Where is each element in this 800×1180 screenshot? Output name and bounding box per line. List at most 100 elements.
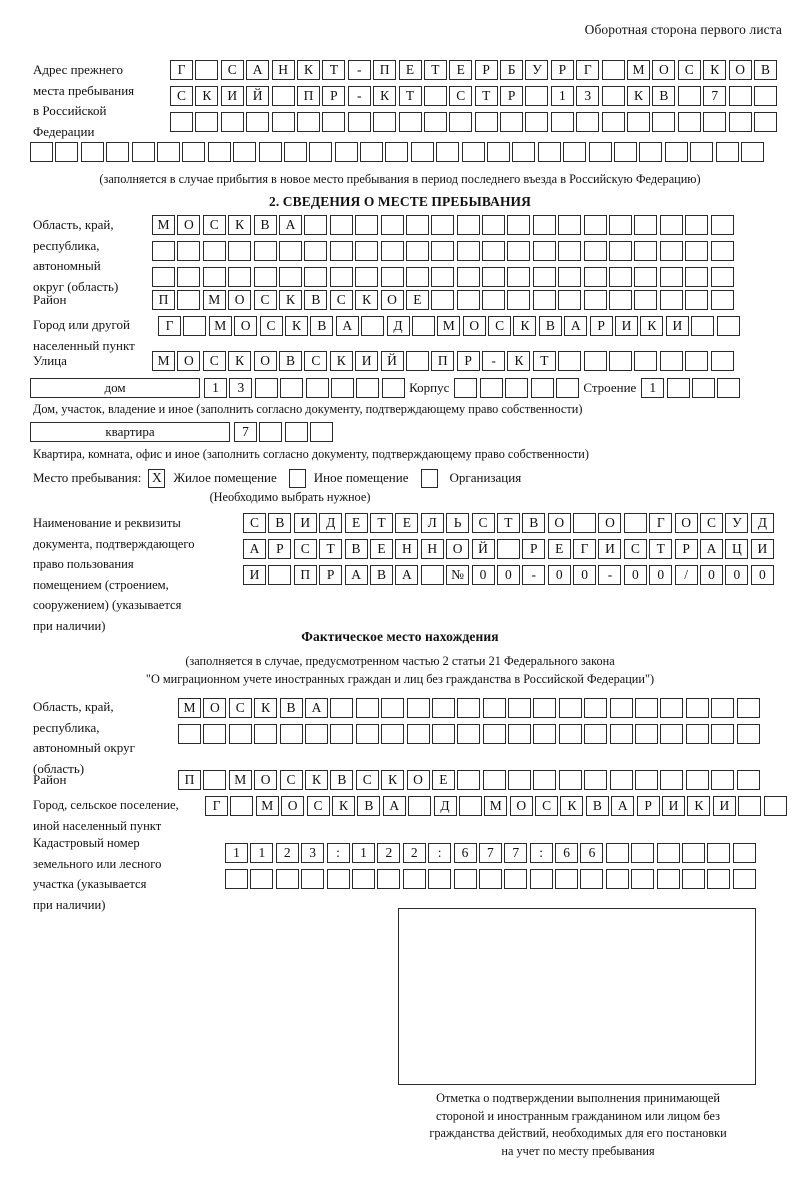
section2-region-r2-cell-11[interactable] [405,241,429,261]
section2-city-cell-20[interactable]: К [640,316,664,336]
prev-address-r4-cell-21[interactable] [537,142,561,162]
prev-address-r2-cell-12[interactable]: С [449,86,473,106]
section2-district-cell-1[interactable]: П [152,290,175,310]
prev-address-r4-cell-16[interactable] [410,142,434,162]
prev-address-r3-cell-13[interactable] [474,112,498,132]
prev-address-r2-cell-20[interactable]: В [652,86,676,106]
section2-region-r1-cell-10[interactable] [380,215,404,235]
actual-district-cell-21[interactable] [685,770,709,790]
prev-address-r1-cell-8[interactable]: - [347,60,371,80]
section2-region-r3-cell-10[interactable] [380,267,404,287]
actual-city-cell-13[interactable]: О [509,796,533,816]
prev-address-r3-cell-19[interactable] [627,112,651,132]
prev-address-row-3[interactable] [170,112,779,132]
section2-region-r3-cell-3[interactable] [202,267,226,287]
section2-region-r2-cell-2[interactable] [177,241,201,261]
prev-address-r3-cell-3[interactable] [220,112,244,132]
document-r2-cell-4[interactable]: Т [319,539,343,559]
section2-region-r1-cell-2[interactable]: О [177,215,201,235]
prev-address-r1-cell-1[interactable]: Г [170,60,193,80]
actual-region-r2-cell-16[interactable] [558,724,582,744]
section2-district-cell-21[interactable] [659,290,683,310]
prev-address-r4-cell-19[interactable] [487,142,511,162]
prev-address-r1-cell-4[interactable]: А [246,60,270,80]
cadastral-r1-cell-9[interactable]: : [428,843,452,863]
actual-region-r2-cell-18[interactable] [609,724,633,744]
prev-address-r2-cell-15[interactable] [525,86,549,106]
cadastral-r2-cell-3[interactable] [275,869,299,889]
document-r3-cell-18[interactable]: / [674,565,698,585]
section2-district-cell-23[interactable] [710,290,734,310]
prev-address-r4-cell-29[interactable] [740,142,764,162]
actual-city-cell-10[interactable]: Д [433,796,457,816]
actual-region-r1-cell-15[interactable] [533,698,557,718]
section2-district-cell-5[interactable]: С [253,290,277,310]
prev-address-r3-cell-8[interactable] [347,112,371,132]
actual-region-r1-cell-12[interactable] [457,698,481,718]
cadastral-r1-cell-1[interactable]: 1 [225,843,248,863]
section2-region-r3-cell-8[interactable] [329,267,353,287]
section2-region-r1-cell-13[interactable] [456,215,480,235]
prev-address-r4-cell-11[interactable] [283,142,307,162]
actual-city-cell-17[interactable]: А [611,796,635,816]
prev-address-r1-cell-15[interactable]: У [525,60,549,80]
section2-district-cell-18[interactable] [583,290,607,310]
prev-address-r4-cell-5[interactable] [131,142,155,162]
prev-address-r4-cell-12[interactable] [309,142,333,162]
prev-address-r1-cell-16[interactable]: Р [550,60,574,80]
document-r2-cell-12[interactable]: Р [522,539,546,559]
section2-street-cell-10[interactable]: Й [380,351,404,371]
prev-address-r2-cell-2[interactable]: К [195,86,219,106]
stroenie-cell-2[interactable] [666,378,690,398]
cadastral-r1-cell-5[interactable]: : [326,843,350,863]
section2-city-cell-9[interactable] [361,316,385,336]
actual-region-r1-cell-17[interactable] [584,698,608,718]
actual-district-cell-11[interactable]: Е [431,770,455,790]
document-r2-cell-1[interactable]: А [243,539,266,559]
section2-city-cell-23[interactable] [716,316,740,336]
korpus-cell-3[interactable] [505,378,529,398]
prev-address-r1-cell-10[interactable]: Е [398,60,422,80]
section2-street-cell-17[interactable] [558,351,582,371]
cadastral-r1-cell-3[interactable]: 2 [275,843,299,863]
section2-city-cell-11[interactable] [411,316,435,336]
section2-street-cell-15[interactable]: К [507,351,531,371]
prev-address-r3-cell-4[interactable] [246,112,270,132]
section2-street-cell-18[interactable] [583,351,607,371]
actual-region-r1-cell-3[interactable]: С [228,698,252,718]
section2-city-cell-8[interactable]: А [335,316,359,336]
actual-district-cell-22[interactable] [711,770,735,790]
section2-region-r3-cell-11[interactable] [405,267,429,287]
actual-region-r1-cell-20[interactable] [660,698,684,718]
prev-address-r4-cell-25[interactable] [639,142,663,162]
actual-region-r2-cell-15[interactable] [533,724,557,744]
house-cell-8[interactable] [381,378,405,398]
section2-region-r2-cell-20[interactable] [634,241,658,261]
section2-region-r3-cell-18[interactable] [583,267,607,287]
cadastral-r2-cell-1[interactable] [225,869,248,889]
actual-region-row-2[interactable] [178,724,762,744]
cadastral-r1-cell-10[interactable]: 6 [453,843,477,863]
actual-city-cell-23[interactable] [763,796,787,816]
section2-region-r1-cell-21[interactable] [659,215,683,235]
actual-city-cell-11[interactable] [458,796,482,816]
cadastral-r2-cell-11[interactable] [478,869,502,889]
prev-address-r4-cell-7[interactable] [182,142,206,162]
prev-address-r4-cell-13[interactable] [334,142,358,162]
section2-city-cell-17[interactable]: А [564,316,588,336]
section2-city-cell-14[interactable]: С [488,316,512,336]
section2-district-cell-7[interactable]: В [304,290,328,310]
flat-cell-3[interactable] [284,422,308,442]
cadastral-r1-cell-15[interactable]: 6 [580,843,604,863]
section2-street-cell-19[interactable] [609,351,633,371]
cadastral-r2-cell-16[interactable] [605,869,629,889]
actual-city-cell-20[interactable]: К [687,796,711,816]
prev-address-row-4[interactable] [30,142,766,162]
korpus-cell-5[interactable] [555,378,579,398]
document-r2-cell-8[interactable]: Н [420,539,444,559]
actual-region-r1-cell-16[interactable] [558,698,582,718]
